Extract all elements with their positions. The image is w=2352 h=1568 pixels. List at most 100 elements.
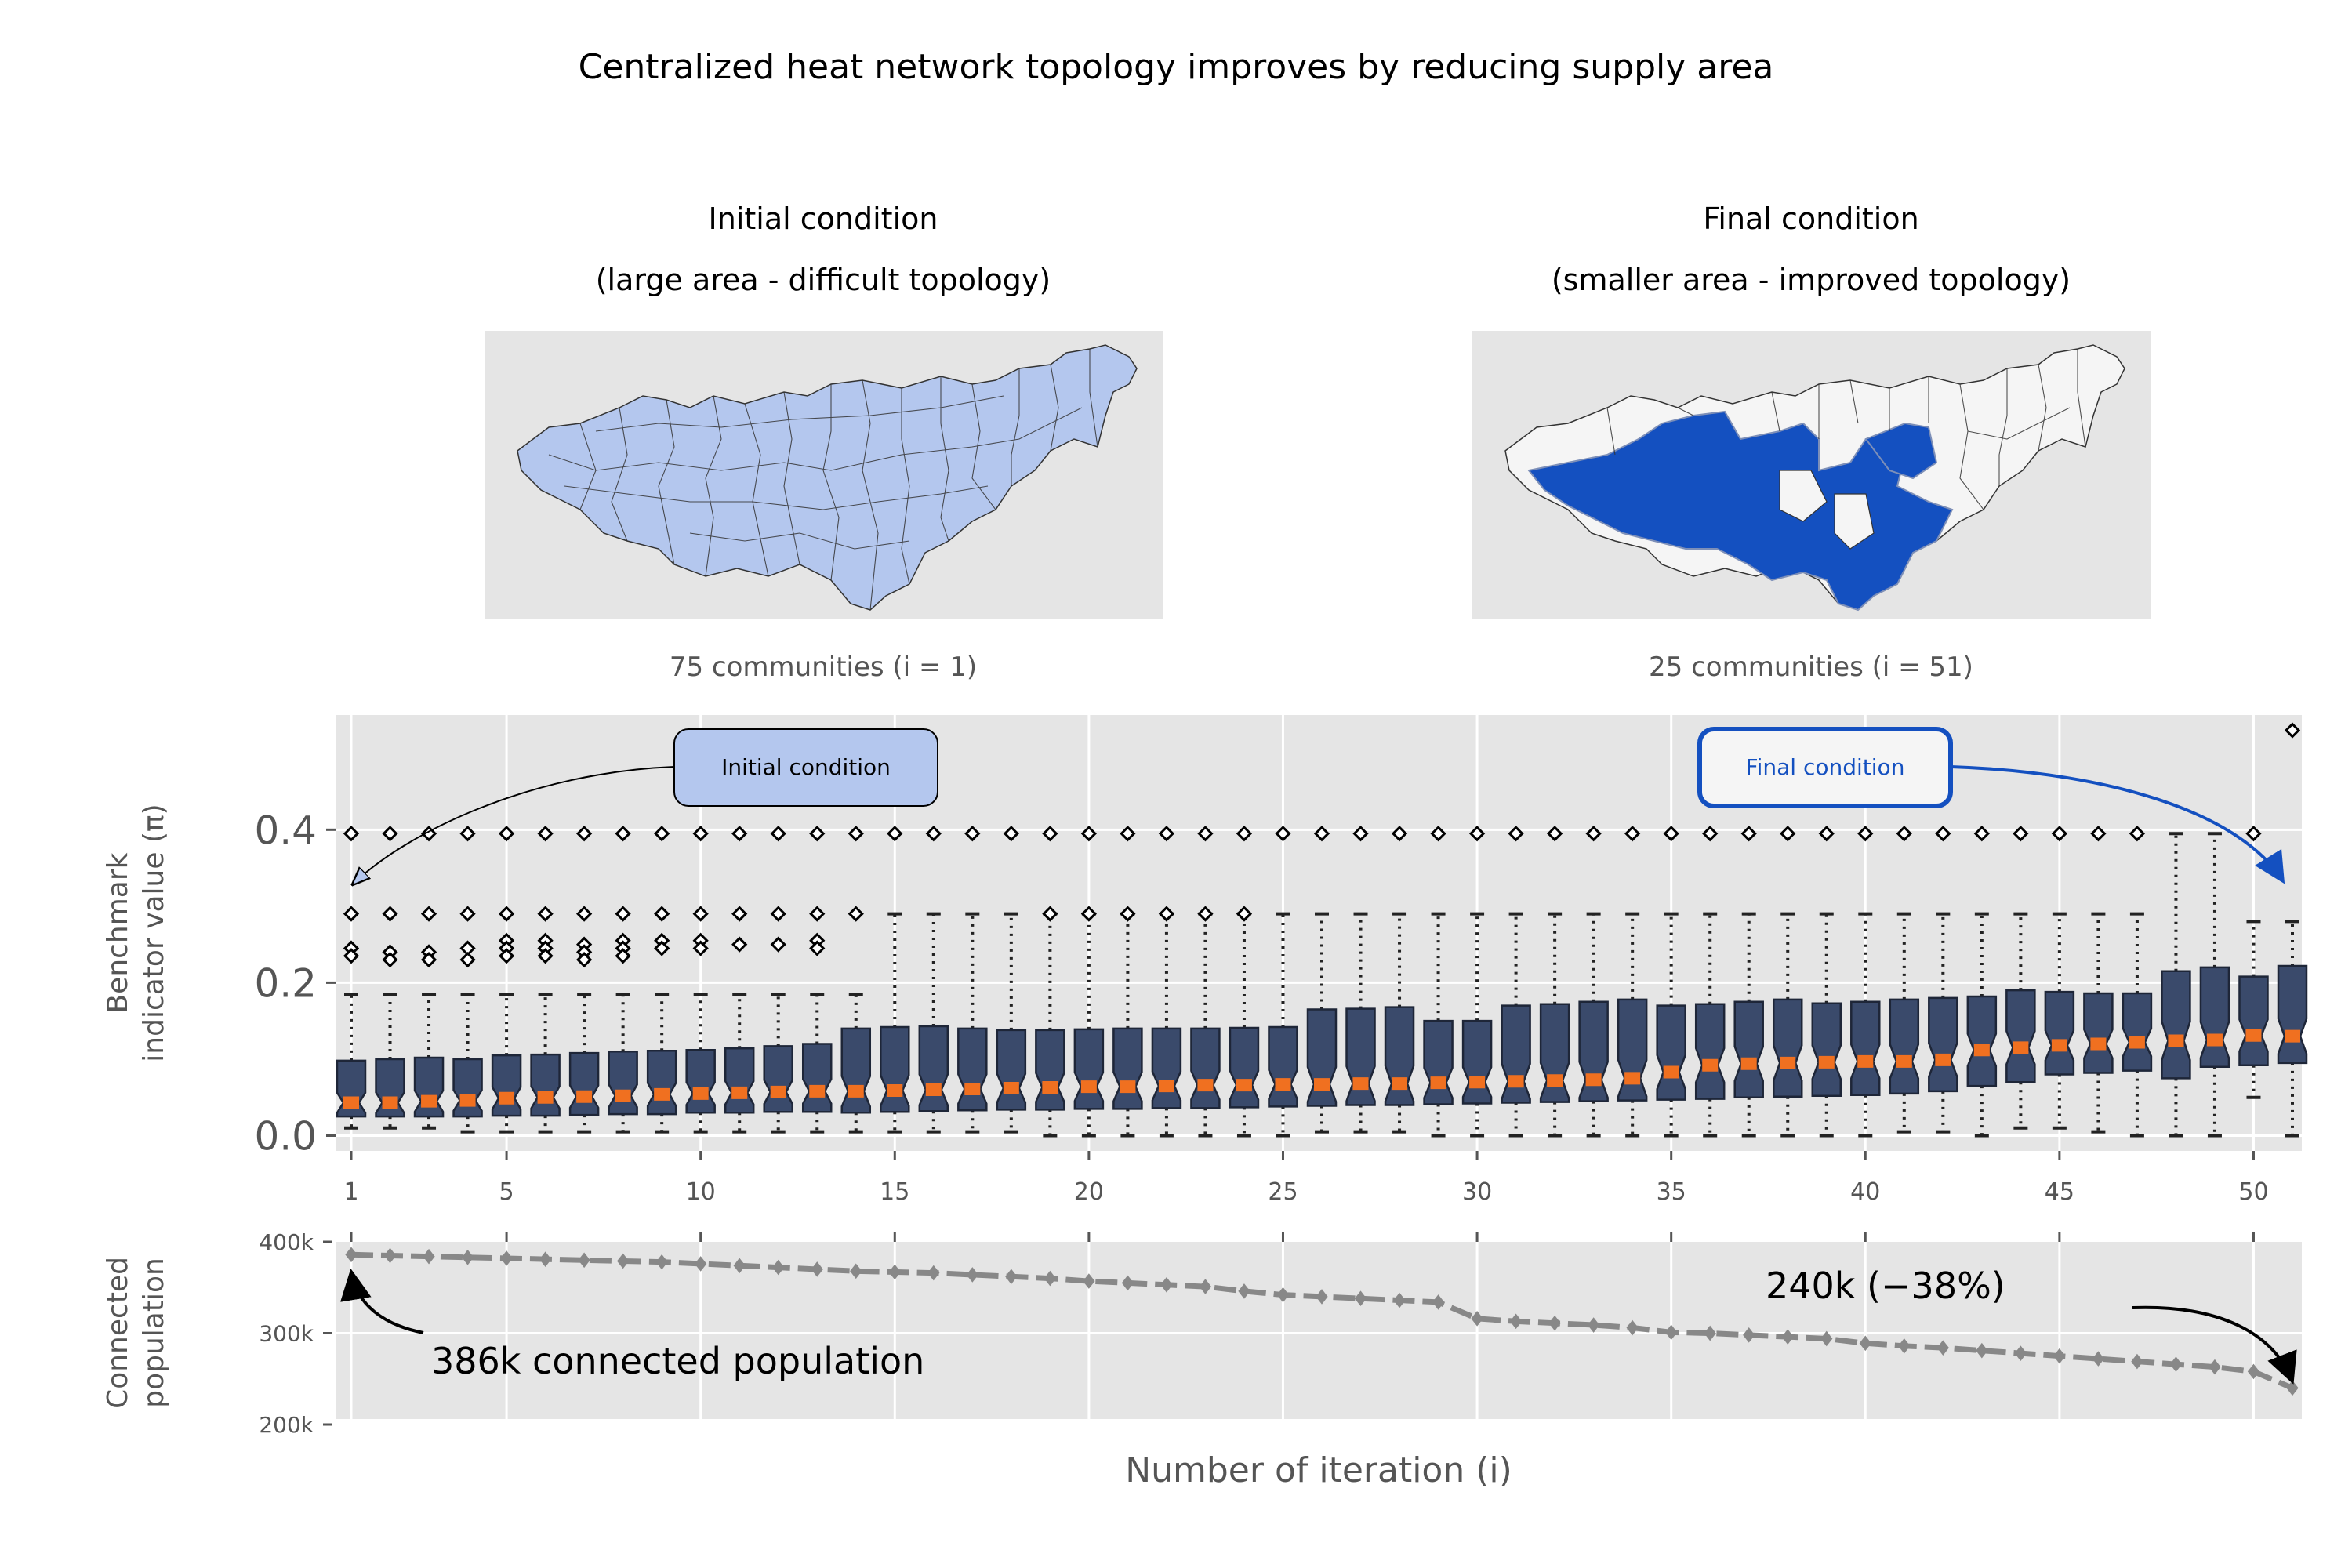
box-outlier <box>1042 906 1058 922</box>
box-outlier <box>498 826 515 842</box>
boxplot-marks <box>336 722 2308 1138</box>
box-outlier <box>615 826 631 842</box>
box-22 <box>1151 826 1182 1138</box>
box-outlier <box>1236 906 1253 922</box>
box-28 <box>1384 826 1415 1134</box>
box-51 <box>2277 722 2308 1138</box>
population-point <box>772 1259 785 1276</box>
box-outlier <box>1818 826 1835 842</box>
box-body <box>2122 992 2153 1072</box>
box-body <box>1306 1008 1338 1107</box>
box-outlier <box>731 936 748 953</box>
box-outlier <box>420 826 437 842</box>
start-annotation-label: 386k connected population <box>431 1340 924 1382</box>
population-xlabel: Number of iteration (i) <box>1125 1450 1512 1490</box>
final-condition-label: Final condition <box>1746 754 1905 780</box>
box-48 <box>2161 832 2191 1138</box>
final-map-title-line1: Final condition <box>1703 201 1918 236</box>
population-point <box>1044 1270 1056 1287</box>
box-outlier <box>1042 826 1058 842</box>
box-3 <box>413 826 445 1130</box>
box-body <box>530 1053 561 1117</box>
box-outlier <box>654 826 670 842</box>
box-outlier <box>887 826 903 842</box>
boxplot-x-tick-label: 5 <box>499 1178 514 1206</box>
initial-condition-callout: Initial condition <box>353 728 938 884</box>
box-45 <box>2044 826 2075 1130</box>
population-point <box>539 1251 552 1267</box>
population-point <box>2247 1363 2260 1380</box>
box-outlier <box>692 906 709 922</box>
box-body <box>2238 975 2269 1066</box>
box-body <box>880 1025 910 1113</box>
box-outlier <box>1236 826 1253 842</box>
boxplot-ylabel-line1: Benchmark <box>102 852 134 1013</box>
box-body <box>608 1050 638 1116</box>
box-14 <box>840 826 872 1134</box>
box-outlier <box>1313 826 1330 842</box>
initial-map-title-line1: Initial condition <box>709 201 938 236</box>
box-body <box>685 1048 716 1114</box>
population-point <box>1393 1292 1406 1308</box>
box-outlier <box>809 906 826 922</box>
box-outlier <box>1158 826 1175 842</box>
box-outlier <box>382 826 398 842</box>
box-outlier <box>1508 826 1524 842</box>
population-point <box>1083 1273 1095 1289</box>
box-18 <box>996 826 1027 1134</box>
box-43 <box>1966 826 1998 1138</box>
box-15 <box>880 826 910 1134</box>
boxplot-y-tick-label: 0.4 <box>254 808 317 853</box>
population-point <box>1704 1325 1716 1341</box>
box-outlier <box>1080 906 1098 922</box>
population-point <box>1432 1294 1445 1310</box>
box-9 <box>646 826 677 1134</box>
boxplot-x-tick-label: 1 <box>343 1178 358 1206</box>
box-outlier <box>1352 826 1369 842</box>
population-point <box>2092 1351 2105 1367</box>
box-outlier <box>770 826 786 842</box>
population-point <box>2209 1359 2221 1375</box>
boxplot-x-tick-label: 50 <box>2238 1178 2268 1206</box>
box-outlier <box>2129 826 2146 842</box>
final-selected-communities <box>1527 410 1954 612</box>
box-body <box>1035 1029 1065 1111</box>
box-outlier <box>1663 826 1679 842</box>
final-map-caption: 25 communities (i = 51) <box>1649 652 1973 683</box>
box-37 <box>1733 826 1764 1138</box>
box-outlier <box>1197 826 1214 842</box>
box-23 <box>1190 826 1221 1138</box>
box-outlier <box>1120 826 1136 842</box>
boxplot-x-tick-label: 35 <box>1657 1178 1686 1206</box>
box-30 <box>1461 826 1493 1138</box>
box-body <box>1229 1026 1260 1109</box>
population-point <box>966 1267 978 1283</box>
box-outlier <box>2051 826 2068 842</box>
population-point <box>1898 1338 1911 1354</box>
box-outlier <box>1624 826 1641 842</box>
box-body <box>1539 1003 1570 1103</box>
box-outlier <box>770 906 786 922</box>
box-body <box>1073 1028 1105 1110</box>
box-body <box>1617 998 1648 1102</box>
box-outlier <box>692 940 709 956</box>
box-outlier <box>654 906 670 922</box>
population-point <box>1626 1319 1639 1336</box>
boxplot-x-tick-label: 15 <box>880 1178 909 1206</box>
box-body <box>2277 964 2308 1065</box>
population-point <box>423 1248 435 1265</box>
end-annotation-arrow <box>2132 1305 2297 1385</box>
box-35 <box>1656 826 1686 1138</box>
box-outlier <box>537 948 554 964</box>
box-outlier <box>1197 906 1214 922</box>
population-point <box>617 1253 630 1269</box>
population-point <box>1471 1311 1483 1327</box>
box-outlier <box>1080 826 1098 842</box>
box-outlier <box>1546 826 1563 842</box>
boxplot-x-tick-label: 45 <box>2045 1178 2074 1206</box>
box-47 <box>2122 826 2153 1138</box>
population-point <box>733 1258 746 1274</box>
population-point <box>1354 1290 1367 1307</box>
population-point <box>2053 1348 2066 1364</box>
box-body <box>1889 998 1920 1095</box>
